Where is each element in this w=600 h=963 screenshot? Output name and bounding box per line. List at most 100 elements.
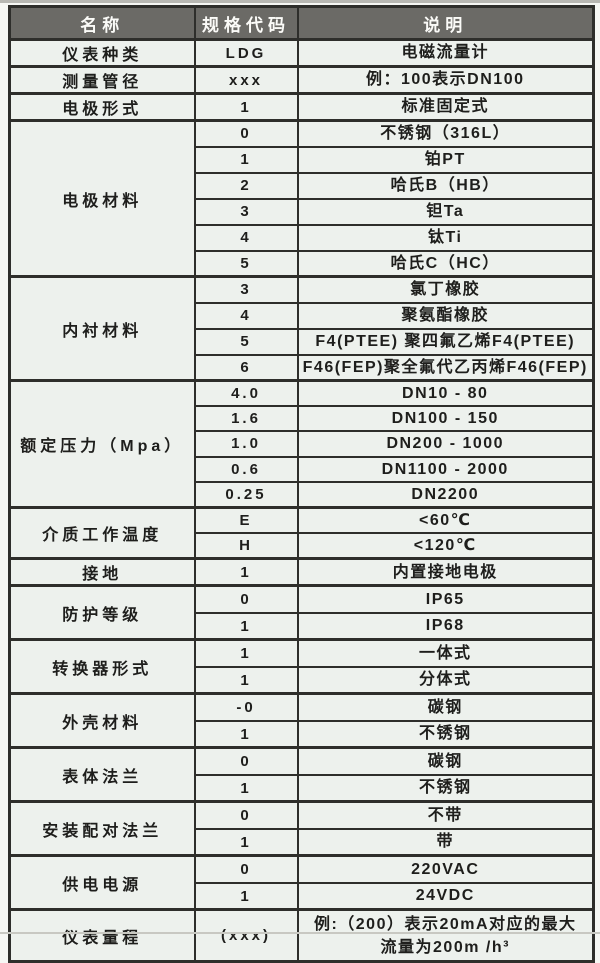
table-row: 0.6 DN1100 - 2000: [10, 455, 595, 483]
table-row: 0.25 DN2200: [10, 480, 595, 509]
spec-table: 名称 规格代码 说明 仪表种类 LDG 电磁流量计 测量管径 xxx 例：100表示DN1…: [8, 5, 595, 963]
desc-cell: 分体式: [296, 665, 595, 695]
table-row: 2 哈氏B（HB）: [10, 171, 595, 200]
code-cell: 1: [193, 719, 299, 749]
header-row: 名称 规格代码 说明: [8, 5, 595, 41]
code-cell: 2: [193, 171, 299, 200]
desc-cell: DN200 - 1000: [296, 430, 595, 458]
group-name-cell: 安装配对法兰: [8, 800, 196, 857]
table-row: 5 哈氏C（HC）: [10, 249, 595, 278]
table-row: 3 钽Ta: [10, 197, 595, 226]
group-name-cell: 测量管径: [8, 65, 196, 95]
group-name-cell: 仪表量程: [8, 908, 196, 963]
desc-cell: 碳钢: [296, 746, 595, 776]
desc-cell: 不锈钢: [296, 719, 595, 749]
code-cell: 1: [193, 881, 299, 911]
table-row: 1 不锈钢: [10, 773, 595, 803]
desc-cell: IP65: [296, 584, 595, 614]
table-row: 外壳材料 -0 碳钢: [8, 692, 595, 749]
desc-cell: 不锈钢（316L）: [296, 119, 595, 148]
code-cell: 0: [193, 119, 299, 148]
page-top-edge: [0, 0, 600, 3]
code-cell: 4: [193, 301, 299, 330]
desc-cell: <60℃: [296, 505, 595, 535]
desc-cell: 碳钢: [296, 692, 595, 722]
desc-cell: 氯丁橡胶: [296, 275, 595, 304]
code-cell: 3: [193, 197, 299, 226]
table-row: 测量管径 xxx 例：100表示DN100: [8, 65, 595, 95]
desc-cell: 内置接地电极: [296, 557, 595, 587]
code-cell: 3: [193, 275, 299, 304]
desc-cell: 聚氨酯橡胶: [296, 301, 595, 330]
desc-cell: 220VAC: [296, 854, 595, 884]
code-cell: -0: [193, 692, 299, 722]
desc-cell: 钽Ta: [296, 197, 595, 226]
code-cell: 1: [193, 773, 299, 803]
group-name-cell: 电极材料: [8, 119, 196, 278]
desc-cell: 例:（200）表示20mA对应的最大 流量为200m /h³: [296, 908, 595, 963]
group-name-cell: 转换器形式: [8, 638, 196, 695]
code-cell: 6: [193, 353, 299, 382]
table-row: 1.0 DN200 - 1000: [10, 430, 595, 458]
table-row: H <120℃: [10, 532, 595, 560]
desc-cell: F46(FEP)聚全氟代乙丙烯F46(FEP): [296, 353, 595, 382]
desc-cell: DN1100 - 2000: [296, 455, 595, 483]
table-row: 6 F46(FEP)聚全氟代乙丙烯F46(FEP): [10, 353, 595, 382]
header-code: 规格代码: [193, 5, 299, 41]
desc-cell: 钛Ti: [296, 223, 595, 252]
group-name-cell: 电极形式: [8, 92, 196, 122]
table-row: 仪表种类 LDG 电磁流量计: [8, 38, 595, 68]
code-cell: 0.25: [193, 480, 299, 509]
table-row: 安装配对法兰 0 不带: [8, 800, 595, 857]
code-cell: 1: [193, 665, 299, 695]
table-row: 接地 1 内置接地电极: [8, 557, 595, 587]
desc-cell: 铂PT: [296, 145, 595, 174]
code-cell: 1.6: [193, 405, 299, 433]
code-cell: 1: [193, 638, 299, 668]
group-name-cell: 外壳材料: [8, 692, 196, 749]
desc-cell: 哈氏B（HB）: [296, 171, 595, 200]
code-cell: 0: [193, 584, 299, 614]
code-cell: 1: [193, 827, 299, 857]
desc-cell: 一体式: [296, 638, 595, 668]
header-name: 名称: [8, 5, 196, 41]
code-cell: 0: [193, 854, 299, 884]
code-cell: 0: [193, 746, 299, 776]
desc-cell: 不带: [296, 800, 595, 830]
table-row: 电极形式 1 标准固定式: [8, 92, 595, 122]
code-cell: 1: [193, 611, 299, 641]
table-row: 电极材料 0 不锈钢（316L）: [8, 119, 595, 278]
desc-cell: 24VDC: [296, 881, 595, 911]
table-row: 仪表量程 (xxx) 例:（200）表示20mA对应的最大 流量为200m /h³: [8, 908, 595, 963]
group-name-cell: 介质工作温度: [8, 505, 196, 560]
table-row: 供电电源 0 220VAC: [8, 854, 595, 911]
code-cell: LDG: [193, 38, 299, 68]
table-row: 转换器形式 1 一体式: [8, 638, 595, 695]
table-row: 1 铂PT: [10, 145, 595, 174]
table-row: 1 24VDC: [10, 881, 595, 911]
desc-cell: 带: [296, 827, 595, 857]
code-cell: 1: [193, 145, 299, 174]
group-name-cell: 接地: [8, 557, 196, 587]
desc-cell: <120℃: [296, 532, 595, 560]
page-bottom-edge: [0, 932, 600, 934]
group-name-cell: 内衬材料: [8, 275, 196, 382]
code-cell: (xxx): [193, 908, 299, 963]
table-row: 1 IP68: [10, 611, 595, 641]
desc-cell: DN2200: [296, 480, 595, 509]
code-cell: E: [193, 505, 299, 535]
table-row: 1.6 DN100 - 150: [10, 405, 595, 433]
table-row: 防护等级 0 IP65: [8, 584, 595, 641]
code-cell: xxx: [193, 65, 299, 95]
desc-cell: 标准固定式: [296, 92, 595, 122]
desc-cell: 不锈钢: [296, 773, 595, 803]
group-name-cell: 表体法兰: [8, 746, 196, 803]
table-row: 4 聚氨酯橡胶: [10, 301, 595, 330]
header-desc: 说明: [296, 5, 595, 41]
code-cell: 5: [193, 327, 299, 356]
code-cell: 1: [193, 557, 299, 587]
group-name-cell: 额定压力（Mpa）: [8, 379, 196, 509]
code-cell: H: [193, 532, 299, 560]
group-name-cell: 供电电源: [8, 854, 196, 911]
